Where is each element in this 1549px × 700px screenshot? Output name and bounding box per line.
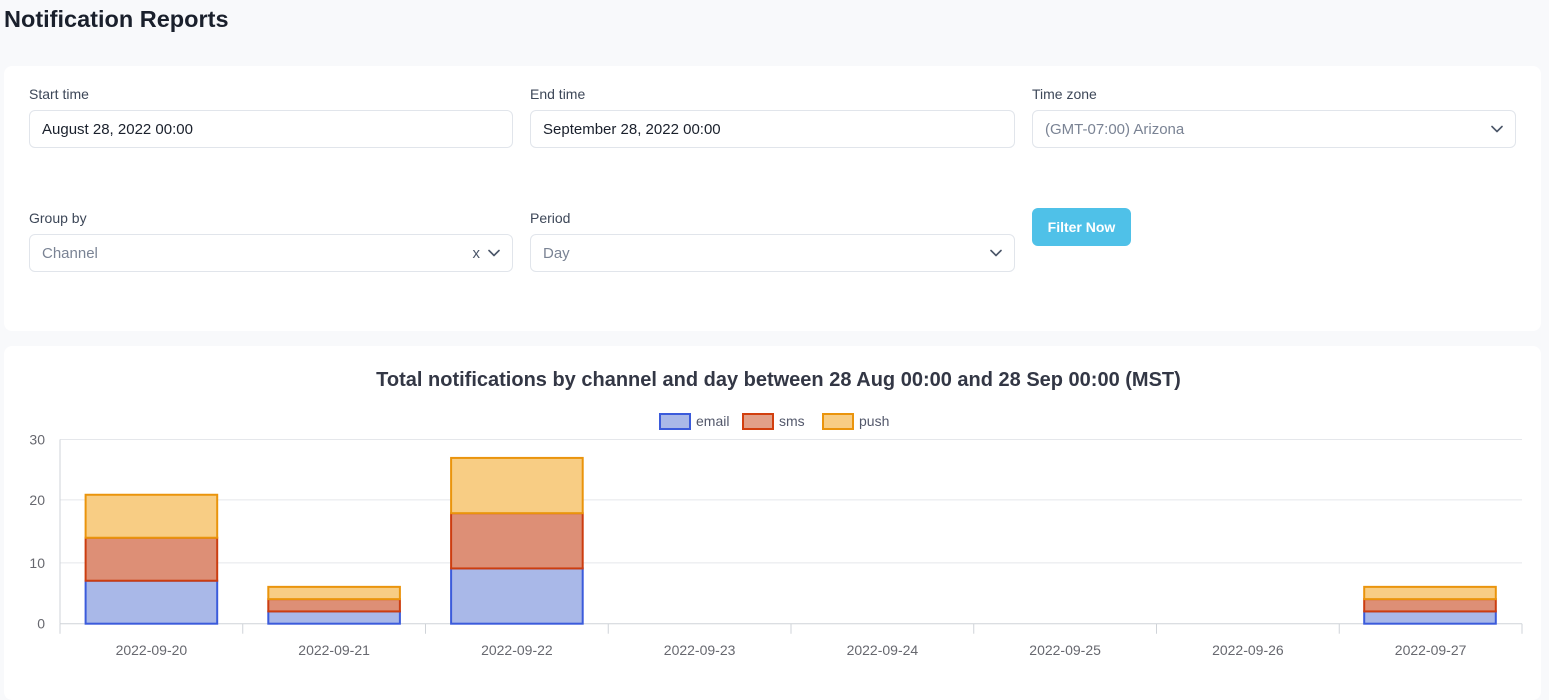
svg-text:Total notifications by channel: Total notifications by channel and day b… xyxy=(376,369,1181,391)
svg-text:2022-09-27: 2022-09-27 xyxy=(1395,642,1467,658)
svg-text:2022-09-26: 2022-09-26 xyxy=(1212,642,1284,658)
svg-text:30: 30 xyxy=(29,432,45,448)
svg-text:push: push xyxy=(859,413,889,429)
svg-text:0: 0 xyxy=(37,616,45,632)
svg-text:20: 20 xyxy=(29,492,45,508)
svg-text:2022-09-25: 2022-09-25 xyxy=(1029,642,1101,658)
svg-text:2022-09-23: 2022-09-23 xyxy=(664,642,736,658)
svg-text:2022-09-20: 2022-09-20 xyxy=(116,642,188,658)
svg-text:2022-09-24: 2022-09-24 xyxy=(847,642,919,658)
svg-text:10: 10 xyxy=(29,555,45,571)
svg-text:sms: sms xyxy=(779,413,805,429)
svg-text:email: email xyxy=(696,413,729,429)
svg-text:2022-09-22: 2022-09-22 xyxy=(481,642,553,658)
svg-text:2022-09-21: 2022-09-21 xyxy=(298,642,370,658)
